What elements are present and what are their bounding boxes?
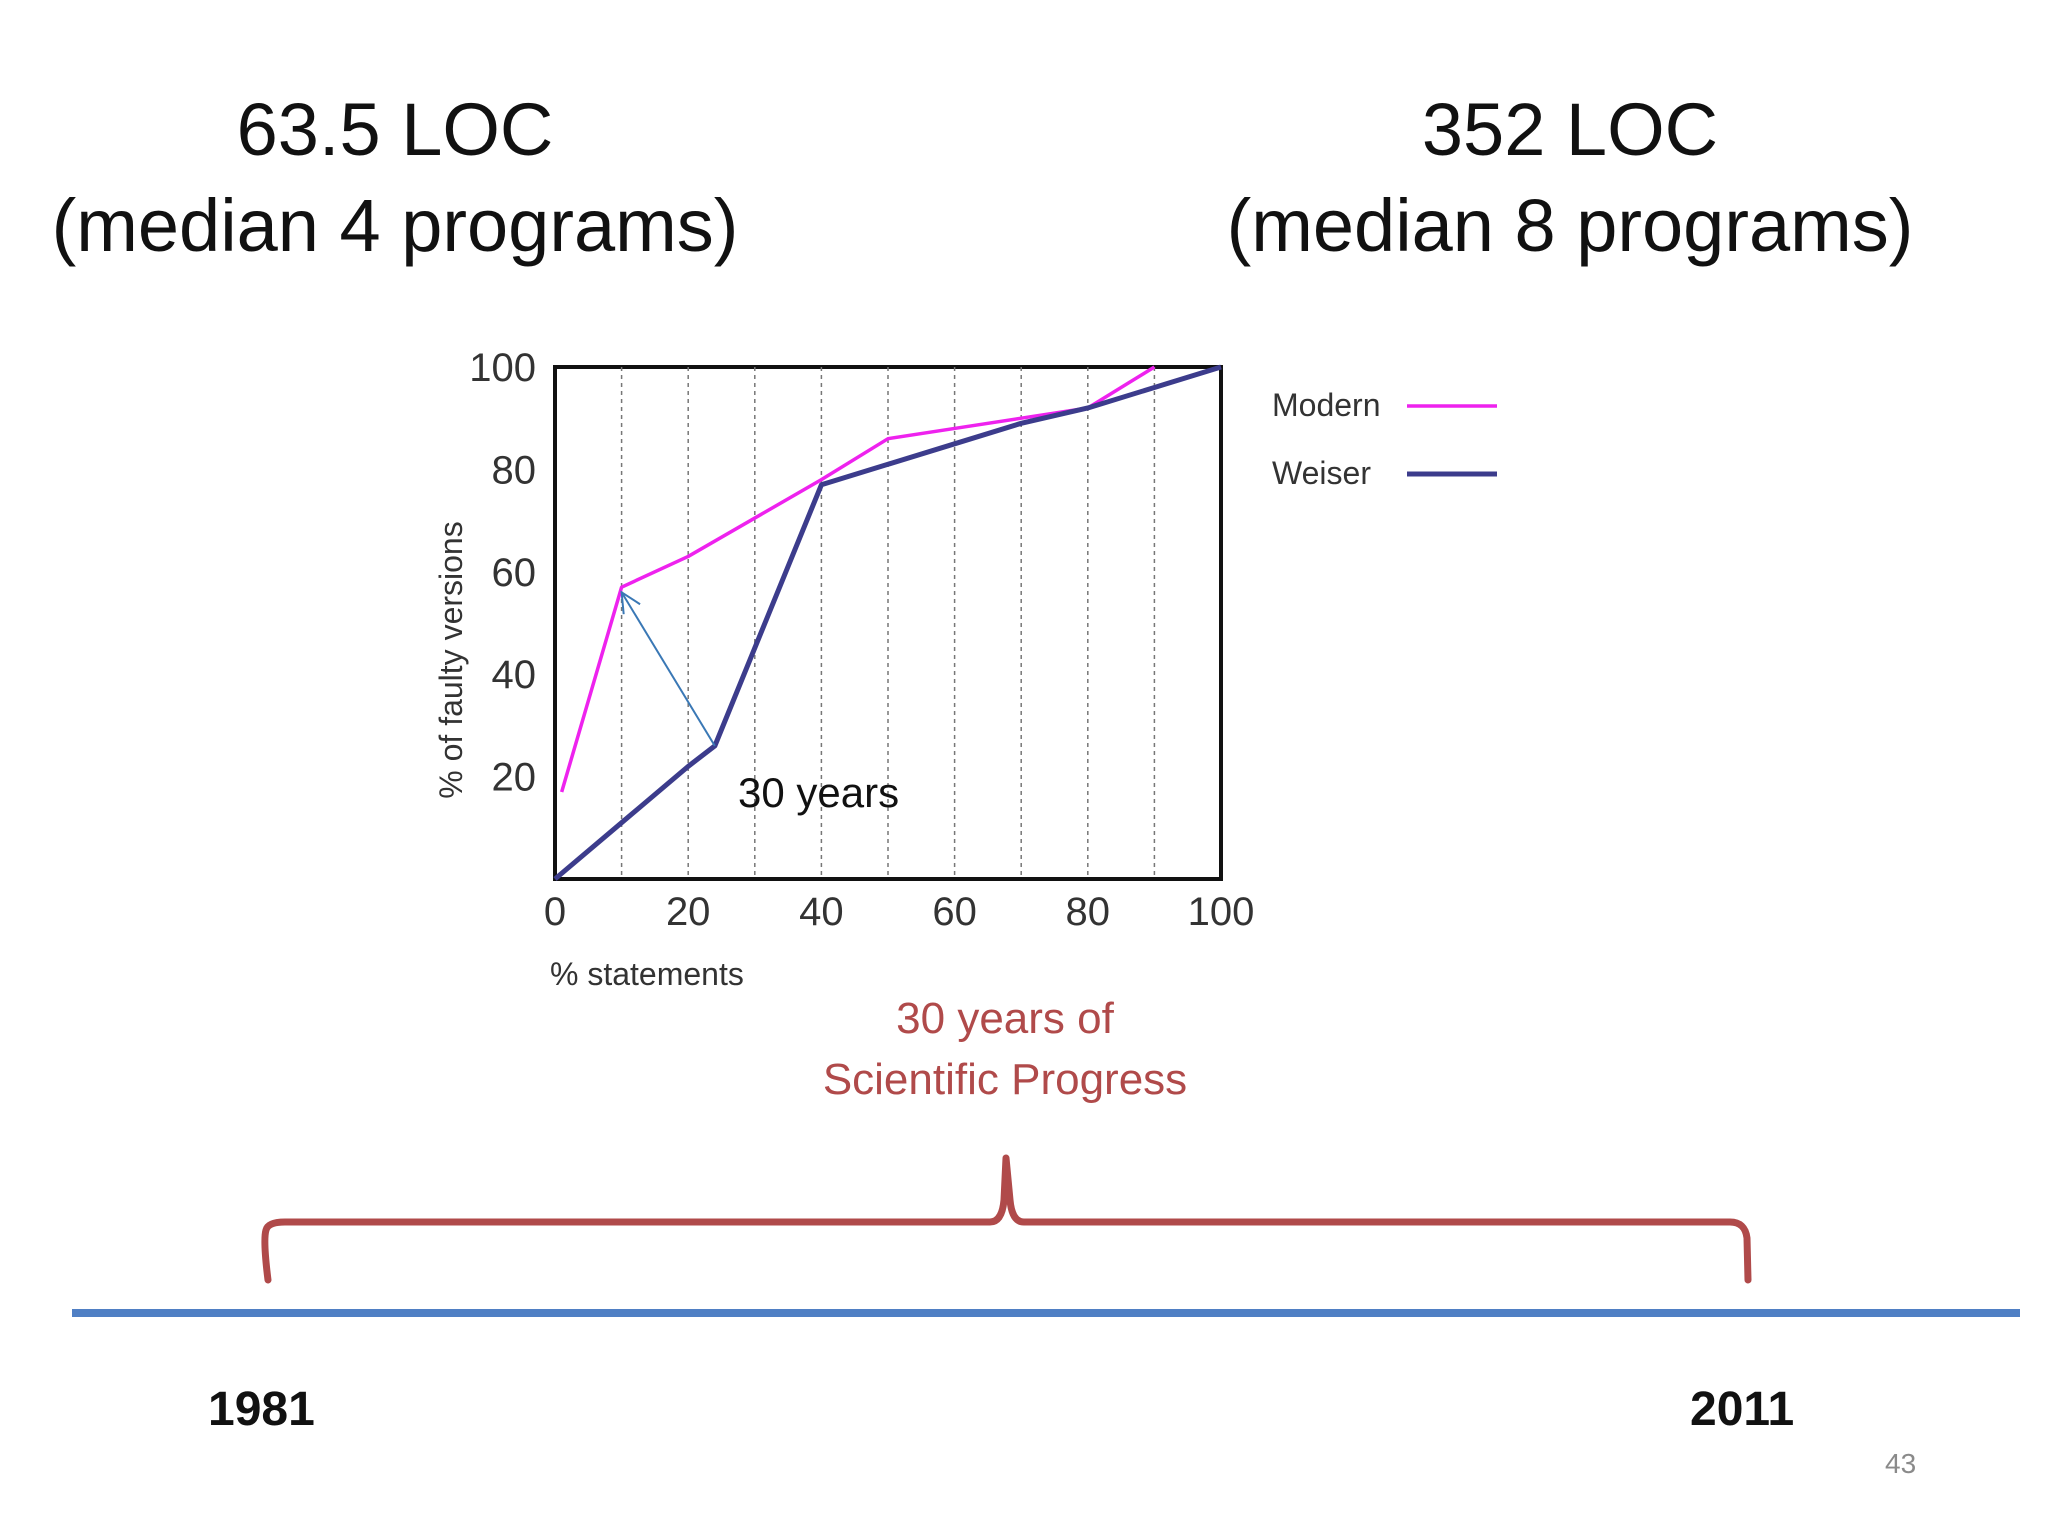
y-tick-label: 80 bbox=[492, 448, 537, 492]
y-tick-label: 40 bbox=[492, 653, 537, 697]
right-heading-loc: 352 LOC bbox=[1421, 88, 1719, 171]
timeline-end-year: 2011 bbox=[1690, 1383, 1795, 1436]
right-heading-programs: (median 8 programs) bbox=[1226, 184, 1914, 267]
x-tick-label: 40 bbox=[799, 890, 844, 934]
slide-number: 43 bbox=[1885, 1448, 1917, 1479]
y-tick-label: 100 bbox=[469, 346, 536, 390]
chart-series bbox=[553, 364, 1222, 881]
legend-label-modern: Modern bbox=[1272, 387, 1381, 423]
progress-caption-line2: Scientific Progress bbox=[822, 1055, 1188, 1104]
annotation-arrowhead bbox=[620, 590, 641, 615]
left-heading: 63.5 LOC (median 4 programs) bbox=[20, 82, 770, 274]
progress-caption: 30 years of Scientific Progress bbox=[760, 988, 1250, 1110]
y-tick-label: 60 bbox=[492, 551, 537, 595]
timeline-brace bbox=[261, 1154, 1752, 1284]
x-tick-label: 20 bbox=[666, 890, 711, 934]
x-tick-label: 80 bbox=[1066, 890, 1111, 934]
legend-label-weiser: Weiser bbox=[1272, 455, 1371, 491]
x-tick-label: 60 bbox=[932, 890, 977, 934]
x-axis-label: % statements bbox=[550, 956, 744, 992]
series-line-weiser bbox=[553, 364, 1222, 881]
chart-ticks: 0 20 40 60 80 100 20 40 60 80 100 bbox=[469, 346, 1254, 934]
y-tick-label: 20 bbox=[492, 756, 537, 800]
x-tick-label: 0 bbox=[544, 890, 566, 934]
progress-caption-line1: 30 years of bbox=[896, 994, 1114, 1043]
chart-grid bbox=[620, 367, 1156, 879]
x-tick-label: 100 bbox=[1188, 890, 1255, 934]
left-heading-programs: (median 4 programs) bbox=[51, 184, 739, 267]
right-heading: 352 LOC (median 8 programs) bbox=[1190, 82, 1950, 274]
annotation-label: 30 years bbox=[738, 769, 899, 816]
timeline-start-year: 1981 bbox=[208, 1383, 315, 1436]
chart-annotation: 30 years bbox=[620, 590, 899, 816]
annotation-arrow bbox=[620, 591, 716, 747]
left-heading-loc: 63.5 LOC bbox=[236, 88, 554, 171]
y-axis-label: % of faulty versions bbox=[433, 521, 469, 798]
chart-legend: Modern Weiser bbox=[1272, 387, 1497, 491]
